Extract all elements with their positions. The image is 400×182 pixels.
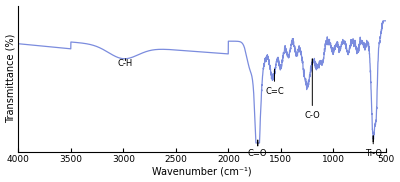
Text: Ti-O: Ti-O bbox=[365, 141, 382, 158]
Text: C-O: C-O bbox=[304, 65, 320, 120]
Y-axis label: Transmittance (%): Transmittance (%) bbox=[6, 34, 16, 123]
X-axis label: Wavenumber (cm⁻¹): Wavenumber (cm⁻¹) bbox=[152, 167, 252, 176]
Text: C=C: C=C bbox=[265, 75, 284, 96]
Text: C-H: C-H bbox=[118, 59, 133, 68]
Text: C=O: C=O bbox=[248, 143, 268, 158]
